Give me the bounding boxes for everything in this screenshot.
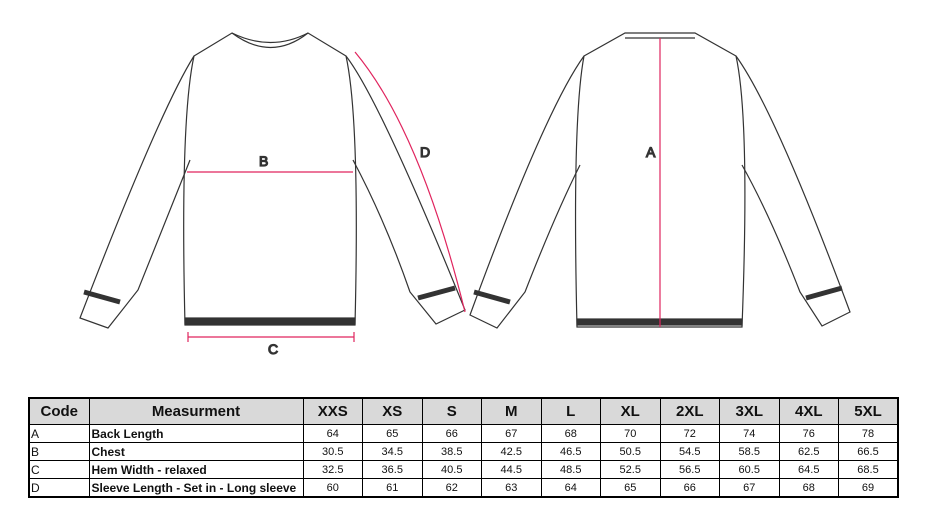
column-header: 5XL: [838, 397, 899, 425]
value-cell: 72: [659, 424, 720, 443]
value-cell: 65: [362, 424, 423, 443]
table-row: A Back Length 64 65 66 67 68 70 72 74 76 78: [28, 424, 899, 443]
value-cell: 56.5: [659, 460, 720, 479]
value-cell: 76: [778, 424, 839, 443]
table-row: D Sleeve Length - Set in - Long sleeve 60 6…: [28, 478, 899, 498]
value-cell: 64.5: [778, 460, 839, 479]
column-header: 2XL: [659, 397, 720, 425]
value-cell: 36.5: [362, 460, 423, 479]
measurement-cell: Back Length: [88, 424, 304, 443]
sleeve-measure-line: [354, 51, 466, 313]
label-c: C: [268, 341, 278, 357]
value-cell: 62: [421, 478, 482, 498]
value-cell: 58.5: [719, 442, 780, 461]
value-cell: 61: [362, 478, 423, 498]
label-b: B: [259, 153, 268, 169]
measurement-cell: Hem Width - relaxed: [88, 460, 304, 479]
code-cell: A: [28, 424, 90, 443]
column-header: Measurment: [88, 397, 304, 425]
value-cell: 34.5: [362, 442, 423, 461]
value-cell: 66: [421, 424, 482, 443]
value-cell: 67: [719, 478, 780, 498]
column-header: S: [421, 397, 482, 425]
column-header: 4XL: [778, 397, 839, 425]
value-cell: 42.5: [481, 442, 542, 461]
value-cell: 78: [838, 424, 899, 443]
value-cell: 40.5: [421, 460, 482, 479]
code-cell: B: [28, 442, 90, 461]
value-cell: 68: [778, 478, 839, 498]
code-cell: D: [28, 478, 90, 498]
value-cell: 48.5: [540, 460, 601, 479]
value-cell: 30.5: [302, 442, 363, 461]
value-cell: 54.5: [659, 442, 720, 461]
value-cell: 46.5: [540, 442, 601, 461]
label-a: A: [646, 144, 656, 160]
measurement-cell: Sleeve Length - Set in - Long sleeve: [88, 478, 304, 498]
value-cell: 44.5: [481, 460, 542, 479]
value-cell: 74: [719, 424, 780, 443]
measurement-cell: Chest: [88, 442, 304, 461]
value-cell: 66.5: [838, 442, 899, 461]
column-header: Code: [28, 397, 90, 425]
value-cell: 32.5: [302, 460, 363, 479]
value-cell: 68: [540, 424, 601, 443]
value-cell: 60: [302, 478, 363, 498]
value-cell: 64: [302, 424, 363, 443]
value-cell: 69: [838, 478, 899, 498]
front-view: B C D: [79, 32, 466, 358]
column-header: XXS: [302, 397, 363, 425]
code-cell: C: [28, 460, 90, 479]
column-header: 3XL: [719, 397, 780, 425]
value-cell: 60.5: [719, 460, 780, 479]
value-cell: 38.5: [421, 442, 482, 461]
table-row: C Hem Width - relaxed 32.5 36.5 40.5 44.5 48.5…: [28, 460, 899, 479]
table-row: B Chest 30.5 34.5 38.5 42.5 46.5 50.5 54.5 58.5 62…: [28, 442, 899, 461]
garment-diagram: B C D A: [79, 32, 851, 358]
value-cell: 62.5: [778, 442, 839, 461]
column-header: M: [481, 397, 542, 425]
column-header: XS: [362, 397, 423, 425]
value-cell: 64: [540, 478, 601, 498]
column-header: XL: [600, 397, 661, 425]
column-header: L: [540, 397, 601, 425]
value-cell: 52.5: [600, 460, 661, 479]
value-cell: 70: [600, 424, 661, 443]
value-cell: 66: [659, 478, 720, 498]
value-cell: 63: [481, 478, 542, 498]
value-cell: 68.5: [838, 460, 899, 479]
table-header-row: Code Measurment XXS XS S M L XL 2XL 3XL 4XL 5XL: [28, 397, 899, 425]
size-chart-table: Code Measurment XXS XS S M L XL 2XL 3XL 4XL 5XL A Ba…: [28, 397, 899, 498]
label-d: D: [420, 144, 430, 160]
back-view: A: [469, 32, 851, 329]
value-cell: 67: [481, 424, 542, 443]
value-cell: 65: [600, 478, 661, 498]
value-cell: 50.5: [600, 442, 661, 461]
